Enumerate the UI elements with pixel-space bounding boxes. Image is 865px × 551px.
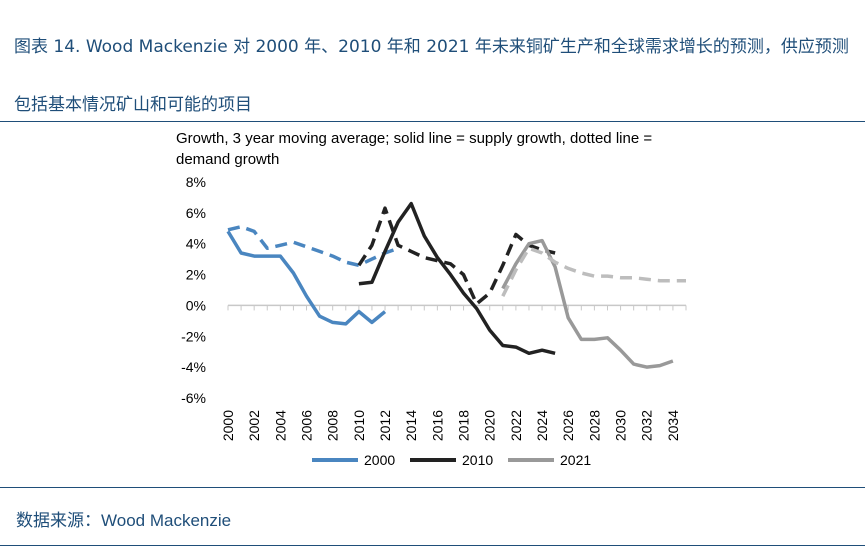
y-tick-label: -2% (181, 328, 206, 344)
y-tick-label: -4% (181, 359, 206, 375)
x-tick-label: 2000 (220, 410, 236, 441)
source-name: Wood Mackenzie (101, 511, 232, 530)
x-tick-label: 2030 (613, 410, 629, 441)
x-tick-label: 2016 (429, 410, 445, 441)
x-tick-label: 2028 (586, 410, 602, 441)
series-lines (226, 201, 686, 369)
source-prefix: 数据来源： (16, 511, 101, 530)
x-tick-label: 2010 (351, 410, 367, 441)
x-tick-label: 2026 (560, 410, 576, 441)
y-tick-label: -6% (181, 390, 206, 406)
series-2021-supply (501, 238, 674, 369)
x-tick-label: 2034 (665, 410, 681, 441)
legend-label-2021: 2021 (560, 452, 591, 468)
y-tick-label: 4% (186, 236, 206, 252)
x-tick-label: 2012 (377, 410, 393, 441)
x-tick-label: 2008 (325, 410, 341, 441)
series-2010-demand (357, 206, 556, 306)
legend-label-2010: 2010 (462, 452, 493, 468)
x-tick-label: 2002 (246, 410, 262, 441)
series-2000-demand (227, 224, 399, 268)
y-axis-ticks: 8% 6% 4% 2% 0% -2% -4% -6% (181, 174, 206, 406)
x-tick-label: 2020 (482, 410, 498, 441)
top-divider (0, 121, 865, 122)
x-tick-label: 2022 (508, 410, 524, 441)
legend: 2000 2010 2021 (312, 452, 591, 468)
y-tick-label: 8% (186, 174, 206, 190)
footer-divider (0, 545, 865, 546)
chart-subtitle-line-2: demand growth (176, 151, 279, 168)
x-tick-label: 2014 (403, 410, 419, 441)
y-tick-label: 2% (186, 267, 206, 283)
series-2010-supply (358, 201, 556, 356)
x-tick-label: 2004 (272, 410, 288, 441)
series-2021-demand (501, 246, 686, 297)
chart-subtitle-line-1: Growth, 3 year moving average; solid lin… (176, 130, 652, 147)
bottom-divider (0, 487, 865, 488)
x-tick-label: 2006 (299, 410, 315, 441)
y-tick-label: 0% (186, 297, 206, 313)
x-tick-label: 2032 (639, 410, 655, 441)
legend-label-2000: 2000 (364, 452, 395, 468)
y-tick-label: 6% (186, 205, 206, 221)
series-2000-supply (226, 230, 387, 326)
x-tick-label: 2024 (534, 410, 550, 441)
x-axis-ticks: 2000 2002 2004 2006 2008 2010 2012 2014 2016 2018… (220, 305, 687, 441)
figure-caption: 图表 14. Wood Mackenzie 对 2000 年、2010 年和 2… (14, 37, 849, 115)
source-note: 数据来源：Wood Mackenzie (16, 506, 231, 531)
x-tick-label: 2018 (456, 410, 472, 441)
